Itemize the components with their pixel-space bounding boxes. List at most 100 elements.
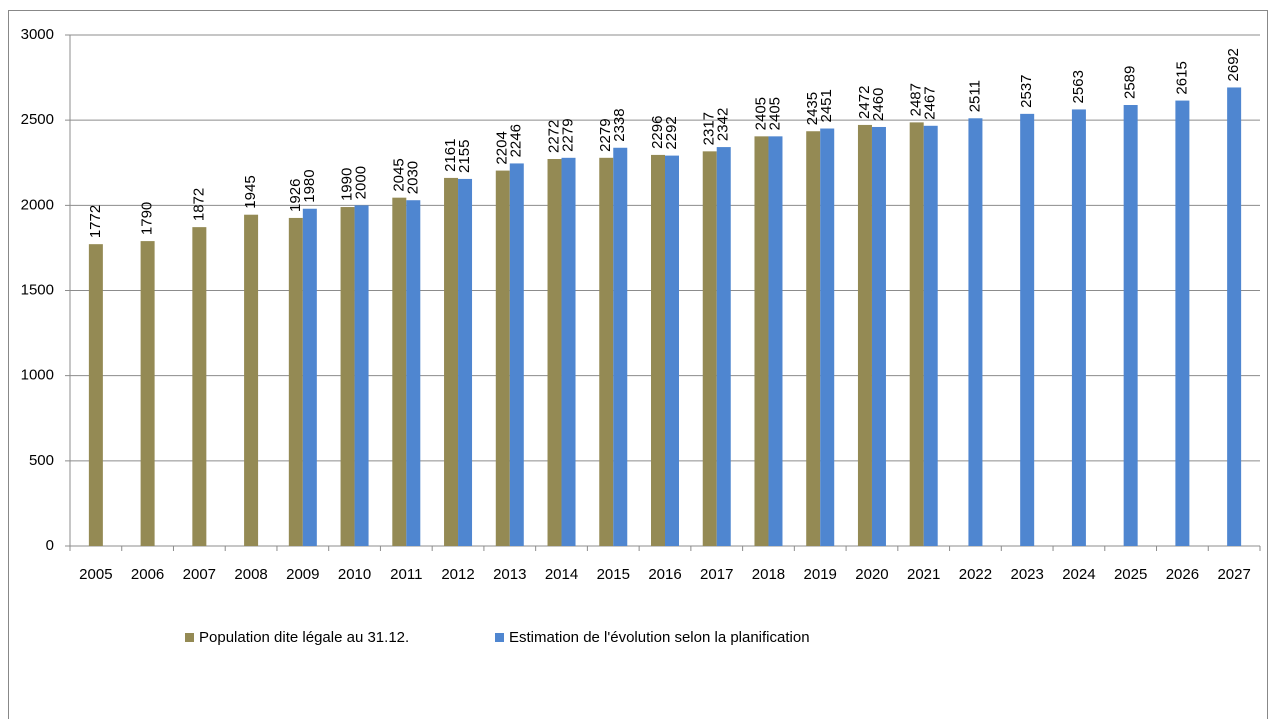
x-tick-label: 2005 bbox=[79, 566, 112, 583]
bar bbox=[754, 136, 769, 546]
x-tick-label: 2017 bbox=[700, 566, 733, 583]
x-tick-label: 2027 bbox=[1217, 566, 1250, 583]
x-tick-label: 2018 bbox=[752, 566, 785, 583]
data-label: 2589 bbox=[1122, 66, 1139, 99]
bar bbox=[806, 131, 821, 546]
data-label: 2467 bbox=[922, 86, 939, 119]
x-tick-label: 2011 bbox=[390, 566, 422, 583]
data-label: 1980 bbox=[301, 169, 318, 202]
data-label: 2460 bbox=[870, 88, 887, 121]
data-label: 2161 bbox=[442, 139, 459, 172]
data-label: 2000 bbox=[353, 166, 370, 199]
x-tick-label: 2023 bbox=[1010, 566, 1043, 583]
x-tick-label: 2008 bbox=[234, 566, 267, 583]
y-tick-label: 2500 bbox=[21, 111, 54, 128]
data-label: 2615 bbox=[1173, 61, 1190, 94]
bar bbox=[88, 244, 103, 547]
bar bbox=[923, 125, 938, 547]
legend-label: Population dite légale au 31.12. bbox=[199, 629, 409, 646]
data-label: 2279 bbox=[597, 118, 614, 151]
y-tick-label: 1000 bbox=[21, 367, 54, 384]
data-label: 2246 bbox=[508, 124, 525, 157]
data-label: 2317 bbox=[701, 112, 718, 145]
data-label: 1926 bbox=[287, 179, 304, 212]
data-label: 1990 bbox=[339, 168, 356, 201]
data-label: 1790 bbox=[139, 202, 156, 235]
y-tick-label: 1500 bbox=[21, 281, 54, 298]
bar bbox=[340, 207, 355, 546]
data-label: 2296 bbox=[649, 116, 666, 149]
x-tick-label: 2025 bbox=[1114, 566, 1147, 583]
y-tick-label: 2000 bbox=[21, 196, 54, 213]
bar bbox=[547, 159, 562, 546]
data-label: 2030 bbox=[404, 161, 421, 194]
data-label: 2279 bbox=[559, 118, 576, 151]
bar bbox=[768, 136, 783, 546]
bar bbox=[651, 154, 665, 546]
bar bbox=[716, 147, 731, 546]
x-tick-label: 2019 bbox=[804, 566, 837, 583]
bar bbox=[1227, 87, 1242, 546]
bar bbox=[1071, 109, 1086, 546]
bar bbox=[665, 155, 679, 546]
data-label: 2338 bbox=[611, 108, 628, 141]
data-label: 1772 bbox=[87, 205, 104, 238]
x-tick-label: 2020 bbox=[855, 566, 888, 583]
chart-frame bbox=[8, 10, 1268, 724]
bar bbox=[702, 151, 717, 547]
x-tick-label: 2014 bbox=[545, 566, 578, 583]
bar bbox=[458, 178, 473, 546]
bar bbox=[857, 124, 872, 546]
data-label: 2511 bbox=[966, 80, 983, 112]
data-label: 2204 bbox=[494, 131, 511, 164]
y-tick-label: 500 bbox=[29, 452, 54, 469]
x-tick-label: 2016 bbox=[648, 566, 681, 583]
x-tick-label: 2012 bbox=[441, 566, 474, 583]
bar bbox=[1020, 113, 1035, 547]
data-label: 2472 bbox=[856, 86, 873, 119]
bar bbox=[613, 147, 628, 546]
x-tick-label: 2010 bbox=[338, 566, 371, 583]
data-label: 2537 bbox=[1018, 74, 1035, 107]
data-label: 2155 bbox=[456, 140, 473, 173]
x-tick-label: 2026 bbox=[1166, 566, 1199, 583]
bar bbox=[1175, 100, 1190, 546]
x-tick-label: 2009 bbox=[286, 566, 319, 583]
data-label: 2405 bbox=[752, 97, 769, 130]
bar bbox=[561, 157, 576, 546]
bar bbox=[509, 163, 524, 546]
legend-label: Estimation de l'évolution selon la plani… bbox=[509, 629, 810, 646]
bar bbox=[495, 170, 510, 546]
data-label: 2435 bbox=[804, 92, 821, 125]
data-label: 2692 bbox=[1225, 48, 1242, 81]
y-tick-label: 0 bbox=[46, 537, 54, 554]
bar bbox=[406, 200, 421, 546]
bar bbox=[599, 157, 614, 546]
data-label: 2405 bbox=[766, 97, 783, 130]
bar bbox=[392, 197, 407, 546]
y-tick-label: 3000 bbox=[21, 26, 54, 43]
bar bbox=[140, 241, 155, 546]
bar bbox=[244, 214, 259, 546]
x-tick-label: 2007 bbox=[183, 566, 216, 583]
x-tick-label: 2015 bbox=[597, 566, 630, 583]
data-label: 2487 bbox=[908, 83, 925, 116]
x-tick-label: 2022 bbox=[959, 566, 992, 583]
data-label: 2045 bbox=[390, 158, 407, 191]
bar bbox=[302, 208, 317, 547]
bar bbox=[968, 118, 983, 546]
data-label: 2563 bbox=[1070, 70, 1087, 103]
bar bbox=[354, 205, 369, 547]
bar bbox=[909, 122, 924, 547]
bar bbox=[1123, 105, 1138, 546]
data-label: 2451 bbox=[818, 89, 835, 122]
bar bbox=[444, 177, 459, 546]
legend-swatch bbox=[495, 633, 504, 642]
x-tick-label: 2024 bbox=[1062, 566, 1095, 583]
bar bbox=[820, 128, 835, 546]
data-label: 1872 bbox=[190, 188, 207, 221]
x-tick-label: 2013 bbox=[493, 566, 526, 583]
legend-swatch bbox=[185, 633, 194, 642]
